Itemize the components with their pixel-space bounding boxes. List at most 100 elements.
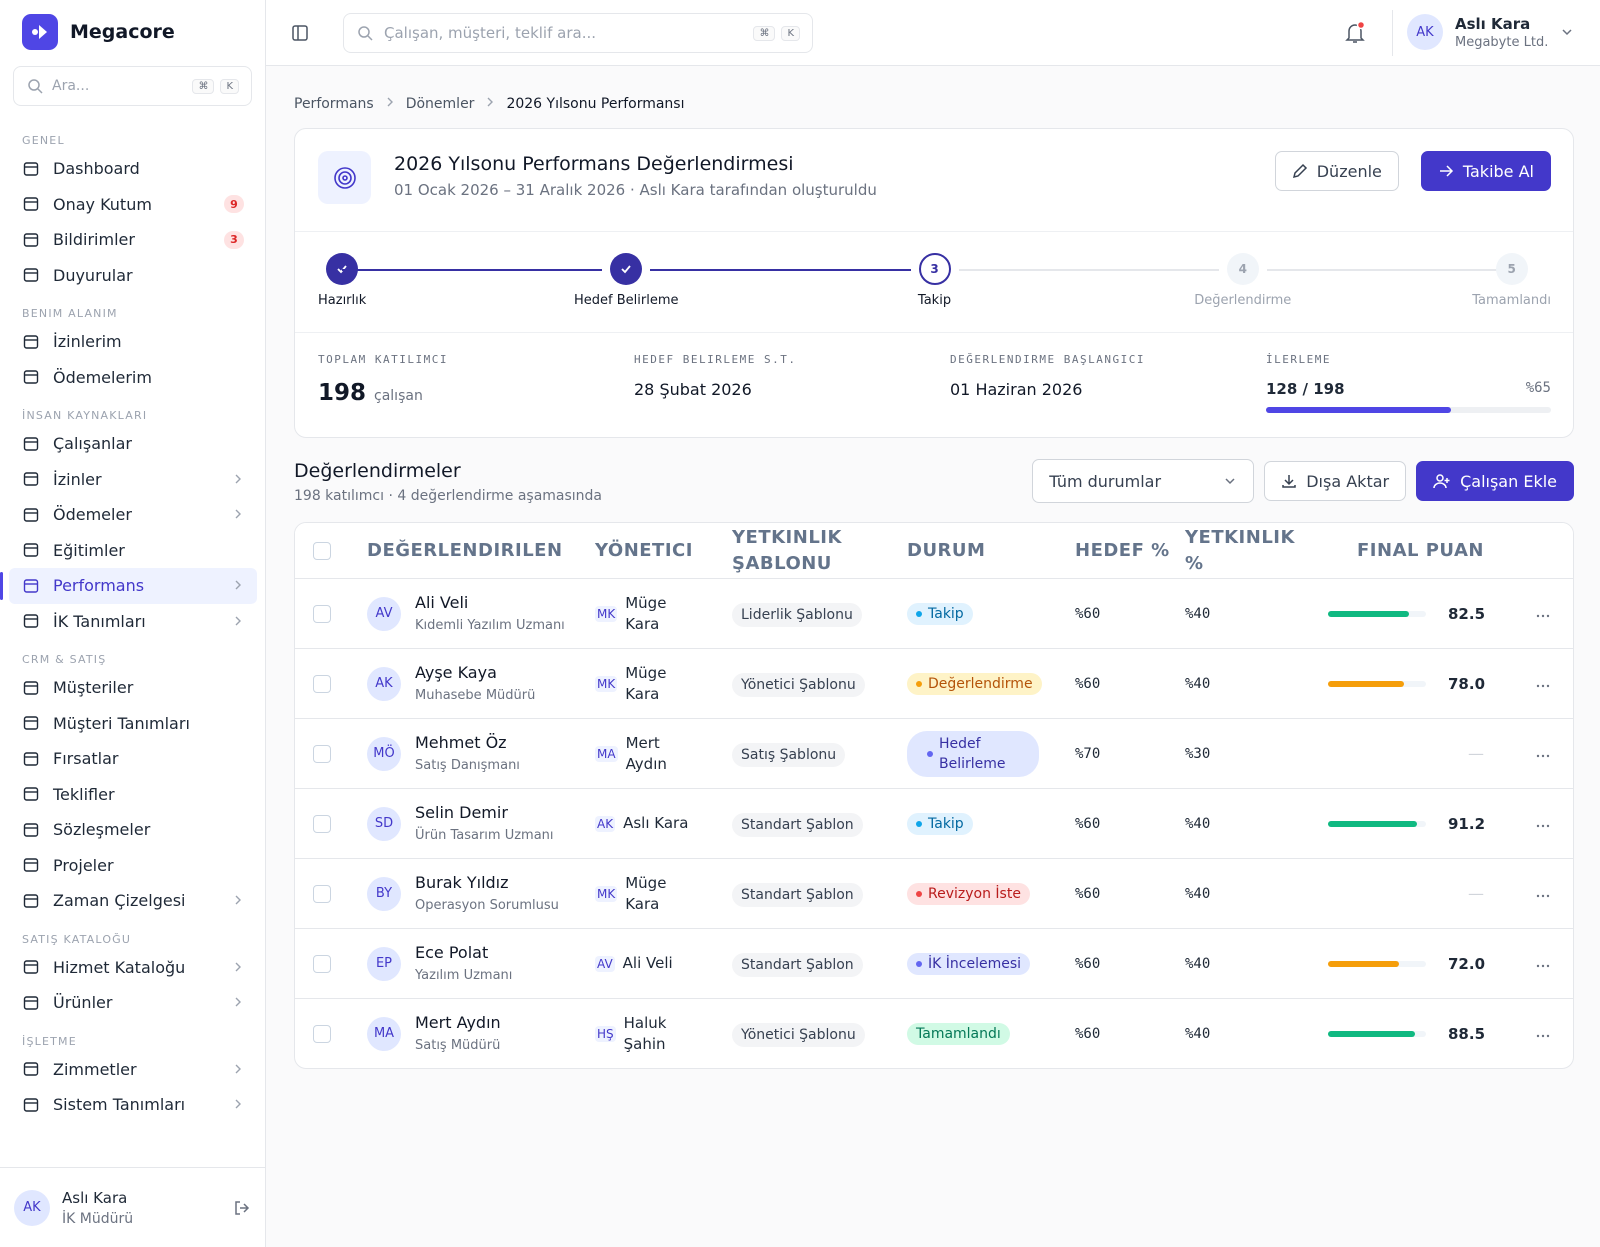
row-menu[interactable]	[1536, 816, 1550, 832]
score-track	[1328, 960, 1426, 967]
step-number: 3	[930, 262, 939, 276]
nav-item[interactable]: Onay Kutum 9	[9, 187, 257, 223]
nav-item[interactable]: Ödemelerim	[9, 360, 257, 396]
nav-item[interactable]: Sözleşmeler	[9, 812, 257, 848]
logout[interactable]	[233, 1199, 251, 1217]
person-name: Ayşe Kaya	[415, 662, 497, 682]
export-button[interactable]: Dışa Aktar	[1264, 461, 1407, 501]
nav-item[interactable]: Zaman Çizelgesi	[9, 883, 257, 919]
nav-item[interactable]: İzinlerim	[9, 324, 257, 360]
competency-weight: %40	[1185, 605, 1211, 622]
nav-item[interactable]: Teklifler	[9, 777, 257, 813]
person-name: Ali Veli	[415, 592, 469, 612]
nav-item[interactable]: Çalışanlar	[9, 426, 257, 462]
checkbox[interactable]	[313, 814, 331, 833]
nav-item[interactable]: Bildirimler 3	[9, 222, 257, 258]
nav-item[interactable]: Ödemeler	[9, 497, 257, 533]
row-menu[interactable]	[1536, 746, 1550, 762]
table-row: AK Ayşe Kaya Muhasebe Müdürü MK Müge Kara Yön…	[295, 648, 1573, 718]
nav-item[interactable]: Ürünler	[9, 985, 257, 1021]
breadcrumb-item[interactable]: Dönemler	[405, 96, 475, 112]
nav-label: İzinlerim	[53, 332, 122, 352]
nav-item[interactable]: Zimmetler	[9, 1052, 257, 1088]
row-menu[interactable]	[1536, 956, 1550, 972]
nav-item[interactable]: Eğitimler	[9, 533, 257, 569]
notifications[interactable]	[1344, 21, 1366, 45]
step-circle	[610, 253, 643, 285]
step-circle: 3	[918, 253, 951, 285]
edit-button[interactable]: Düzenle	[1274, 151, 1399, 191]
status-label: Takip	[928, 606, 964, 622]
stat: HEDEF BELIRLEME S.T. 28 Şubat 2026	[634, 353, 950, 413]
step-number: 4	[1238, 262, 1247, 276]
checkbox[interactable]	[313, 1024, 331, 1043]
manager-initials: MK	[595, 675, 618, 692]
score-bar	[1328, 680, 1405, 687]
nav-section-title: İNSAN KAYNAKLARI	[22, 409, 148, 422]
avatar: AK	[1407, 14, 1443, 50]
status: Takip	[907, 813, 973, 835]
person-name: Mehmet Öz	[415, 732, 507, 752]
checkbox[interactable]	[313, 884, 331, 903]
nav-item[interactable]: Müşteriler	[9, 670, 257, 706]
manager-name: Müge Kara	[625, 873, 667, 913]
row-menu[interactable]	[1536, 676, 1550, 692]
breadcrumb: Performans Dönemler 2026 Yılsonu Performan…	[294, 94, 1574, 114]
nav-item[interactable]: Dashboard	[9, 151, 257, 187]
checkbox[interactable]	[313, 674, 331, 693]
breadcrumb-item[interactable]: Performans	[294, 96, 374, 112]
person: Mehmet Öz Satış Danışmanı	[415, 733, 575, 775]
competency-weight: %30	[1185, 745, 1211, 762]
cell: Revizyon İste	[907, 882, 1075, 905]
sidebar-toggle[interactable]	[291, 24, 309, 42]
global-search[interactable]: Çalışan, müşteri, teklif ara... ⌘ K	[343, 13, 813, 53]
cell: MÖ Mehmet Öz Satış Danışmanı	[367, 733, 595, 775]
cell	[295, 1024, 367, 1043]
status-label: Takip	[928, 816, 964, 832]
step-wrap: 5 Tamamlandı	[1472, 253, 1551, 308]
nav-item[interactable]: Müşteri Tanımları	[9, 706, 257, 742]
cell: MK Müge Kara	[595, 663, 732, 705]
row-menu[interactable]	[1536, 606, 1550, 622]
stat-label: TOPLAM KATILIMCI	[318, 353, 448, 366]
period-card: 2026 Yılsonu Performans Değerlendirmesi …	[294, 128, 1574, 438]
manager-initials: AV	[595, 955, 615, 972]
status-filter[interactable]: Tüm durumlar	[1032, 459, 1255, 503]
step-number: 5	[1507, 262, 1516, 276]
competency-weight: %40	[1185, 955, 1211, 972]
table-header: DEĞERLENDIRILEN YÖNETICI YETKINLIK ŞABLONU…	[295, 523, 1573, 578]
nav-item[interactable]: Duyurular	[9, 258, 257, 294]
add-employee-button[interactable]: Çalışan Ekle	[1416, 461, 1574, 501]
nav-item[interactable]: Hizmet Kataloğu	[9, 950, 257, 986]
sidebar-search[interactable]: Ara... ⌘ K	[13, 66, 252, 106]
cell: —	[1318, 744, 1518, 763]
cell: Tamamlandı	[907, 1022, 1075, 1045]
cell: Takip	[907, 812, 1075, 835]
nav-item[interactable]: Performans	[0, 568, 257, 604]
status: Takip	[907, 603, 973, 625]
row-menu[interactable]	[1536, 1026, 1550, 1042]
chevron	[232, 470, 244, 489]
person-title: Satış Müdürü	[415, 1037, 501, 1053]
checkbox[interactable]	[313, 604, 331, 623]
row-menu[interactable]	[1536, 886, 1550, 902]
person: Ayşe Kaya Muhasebe Müdürü	[415, 663, 575, 705]
cell: Yönetici Şablonu	[732, 673, 907, 697]
brand[interactable]: Megacore	[22, 14, 175, 50]
button-label: Düzenle	[1316, 161, 1382, 181]
nav-item[interactable]: Sistem Tanımları	[9, 1087, 257, 1123]
checkbox[interactable]	[313, 744, 331, 763]
nav-label: Teklifler	[53, 784, 115, 804]
step-label: Hedef Belirleme	[574, 293, 679, 308]
nav-item[interactable]: İK Tanımları	[9, 604, 257, 640]
checkbox[interactable]	[313, 954, 331, 973]
nav-label: Zaman Çizelgesi	[53, 891, 186, 911]
nav-item[interactable]: İzinler	[9, 462, 257, 498]
nav-item[interactable]: Projeler	[9, 848, 257, 884]
track-button[interactable]: Takibe Al	[1420, 151, 1551, 191]
user-menu[interactable]: AK Aslı Kara Megabyte Ltd.	[1407, 14, 1574, 50]
cell: Standart Şablon	[732, 813, 907, 837]
nav-item[interactable]: Fırsatlar	[9, 741, 257, 777]
checkbox[interactable]	[313, 541, 331, 560]
period-icon	[318, 151, 371, 204]
